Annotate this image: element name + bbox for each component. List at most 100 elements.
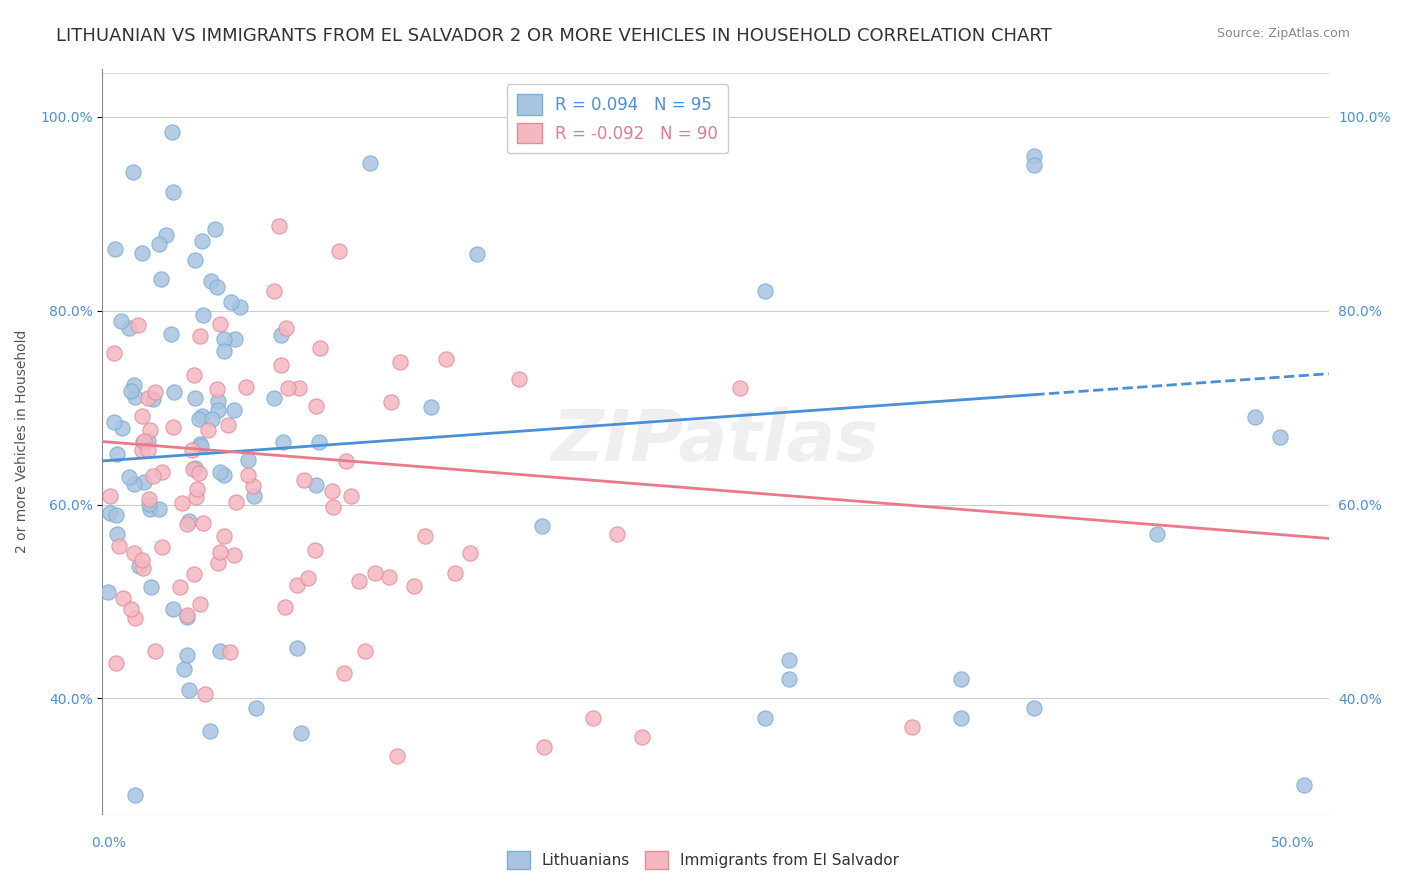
- Point: [332, 665, 354, 680]
- Point: [193, 516, 215, 530]
- Point: [103, 242, 125, 256]
- Point: [285, 577, 308, 591]
- Point: [335, 454, 357, 468]
- Point: [120, 601, 142, 615]
- Point: [176, 648, 198, 662]
- Point: [132, 435, 155, 450]
- Point: [124, 390, 146, 404]
- Point: [308, 435, 330, 450]
- Point: [184, 253, 207, 268]
- Point: [270, 358, 292, 372]
- Point: [208, 644, 231, 658]
- Point: [1024, 149, 1046, 163]
- Point: [120, 384, 142, 399]
- Point: [582, 711, 605, 725]
- Point: [121, 165, 143, 179]
- Point: [188, 597, 211, 611]
- Text: ZIPatlas: ZIPatlas: [553, 407, 879, 476]
- Point: [169, 580, 191, 594]
- Point: [191, 234, 214, 248]
- Point: [104, 656, 127, 670]
- Point: [925, 871, 948, 885]
- Point: [150, 272, 173, 286]
- Point: [340, 489, 363, 503]
- Point: [150, 540, 173, 554]
- Point: [263, 285, 285, 299]
- Point: [111, 420, 134, 434]
- Point: [530, 519, 553, 533]
- Point: [163, 385, 186, 400]
- Point: [420, 401, 443, 415]
- Point: [198, 724, 221, 739]
- Point: [155, 228, 177, 243]
- Point: [754, 711, 776, 725]
- Point: [606, 526, 628, 541]
- Point: [347, 574, 370, 589]
- Legend: R = 0.094   N = 95, R = -0.092   N = 90: R = 0.094 N = 95, R = -0.092 N = 90: [506, 85, 728, 153]
- Point: [179, 514, 201, 528]
- Point: [1024, 701, 1046, 715]
- Point: [160, 125, 183, 139]
- Point: [127, 318, 149, 332]
- Point: [235, 380, 257, 394]
- Point: [105, 526, 128, 541]
- Point: [389, 354, 412, 368]
- Point: [184, 392, 207, 406]
- Point: [778, 672, 800, 686]
- Point: [533, 739, 555, 754]
- Point: [273, 435, 295, 450]
- Point: [197, 423, 219, 437]
- Point: [209, 545, 232, 559]
- Point: [328, 244, 350, 259]
- Point: [413, 529, 436, 543]
- Point: [183, 368, 205, 382]
- Point: [728, 381, 751, 395]
- Point: [309, 341, 332, 355]
- Point: [193, 309, 215, 323]
- Point: [1268, 430, 1291, 444]
- Point: [321, 483, 343, 498]
- Point: [287, 381, 309, 395]
- Point: [160, 327, 183, 342]
- Point: [205, 279, 228, 293]
- Point: [186, 483, 208, 497]
- Point: [138, 492, 160, 507]
- Point: [218, 645, 240, 659]
- Point: [97, 585, 120, 599]
- Point: [322, 500, 344, 515]
- Point: [142, 392, 165, 406]
- Point: [467, 246, 489, 260]
- Point: [631, 129, 654, 144]
- Point: [728, 871, 751, 885]
- Point: [380, 394, 402, 409]
- Point: [949, 672, 972, 686]
- Point: [242, 490, 264, 504]
- Point: [204, 222, 226, 236]
- Point: [176, 516, 198, 531]
- Point: [105, 447, 128, 461]
- Point: [131, 409, 153, 423]
- Point: [285, 641, 308, 656]
- Point: [263, 391, 285, 405]
- Point: [201, 412, 224, 426]
- Point: [188, 329, 211, 343]
- Point: [143, 644, 166, 658]
- Point: [136, 434, 159, 448]
- Point: [190, 439, 212, 453]
- Point: [103, 345, 125, 359]
- Point: [900, 720, 922, 734]
- Point: [212, 529, 235, 543]
- Point: [277, 381, 299, 395]
- Point: [305, 399, 328, 413]
- Point: [122, 476, 145, 491]
- Point: [208, 465, 231, 479]
- Point: [1294, 779, 1316, 793]
- Point: [118, 320, 141, 334]
- Point: [222, 548, 245, 562]
- Point: [207, 402, 229, 417]
- Point: [508, 371, 530, 385]
- Point: [176, 607, 198, 622]
- Point: [124, 378, 146, 392]
- Point: [224, 332, 246, 346]
- Point: [292, 473, 315, 487]
